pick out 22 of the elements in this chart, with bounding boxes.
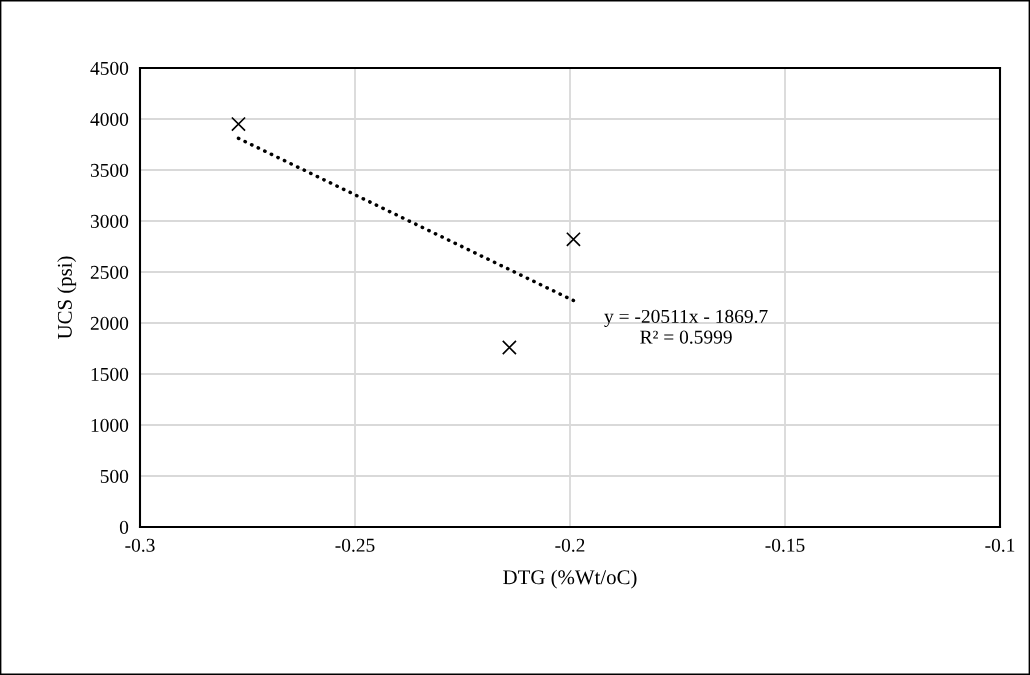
y-tick-label: 1000 [91,418,129,432]
annotation: y = -20511x - 1869.7 [604,309,768,327]
y-tick-label: 4500 [90,61,129,75]
y-axis-title: UCS (psi) [57,256,77,340]
x-tick-label: -0.15 [765,538,805,552]
y-tick-label: 500 [100,469,129,483]
x-tick-label: -0.2 [555,538,585,552]
y-tick-label: 1500 [91,367,129,381]
y-tick-label: 3500 [90,163,129,177]
y-tick-label: 0 [119,520,129,534]
x-tick-label: -0.25 [335,538,375,552]
x-tick-label: -0.3 [125,538,155,552]
x-tick-label: -0.1 [985,538,1015,552]
y-tick-label: 2000 [90,316,129,330]
y-tick-label: 2500 [90,265,129,279]
y-tick-label: 3000 [90,214,129,228]
point [231,116,246,132]
y-tick-label: 4000 [90,112,129,126]
x-axis-title: DTG (%Wt/oC) [503,569,637,589]
annotation: R² = 0.5999 [640,330,732,344]
point [501,340,517,355]
point [566,231,581,247]
